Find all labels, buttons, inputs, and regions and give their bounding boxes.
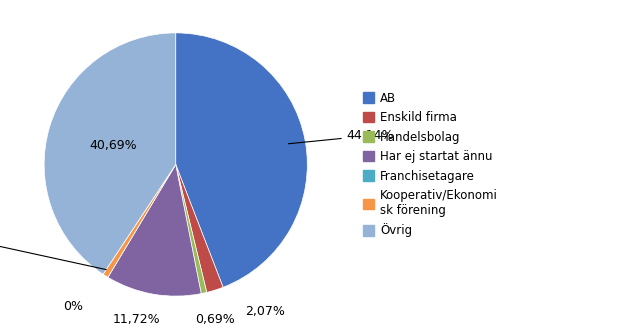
Text: 0,69%: 0,69% bbox=[196, 313, 235, 326]
Legend: AB, Enskild firma, Handelsbolag, Har ej startat ännu, Franchisetagare, Kooperati: AB, Enskild firma, Handelsbolag, Har ej … bbox=[362, 91, 498, 238]
Text: 40,69%: 40,69% bbox=[89, 139, 137, 152]
Text: 2,07%: 2,07% bbox=[245, 305, 285, 318]
Wedge shape bbox=[103, 164, 176, 277]
Wedge shape bbox=[176, 164, 223, 292]
Wedge shape bbox=[108, 164, 201, 296]
Text: 44,14%: 44,14% bbox=[288, 129, 394, 144]
Wedge shape bbox=[176, 33, 307, 287]
Wedge shape bbox=[44, 33, 176, 274]
Wedge shape bbox=[108, 164, 176, 277]
Wedge shape bbox=[176, 164, 207, 293]
Text: 0%: 0% bbox=[63, 300, 83, 313]
Text: 0,69%: 0,69% bbox=[0, 234, 106, 269]
Text: 11,72%: 11,72% bbox=[112, 313, 160, 326]
